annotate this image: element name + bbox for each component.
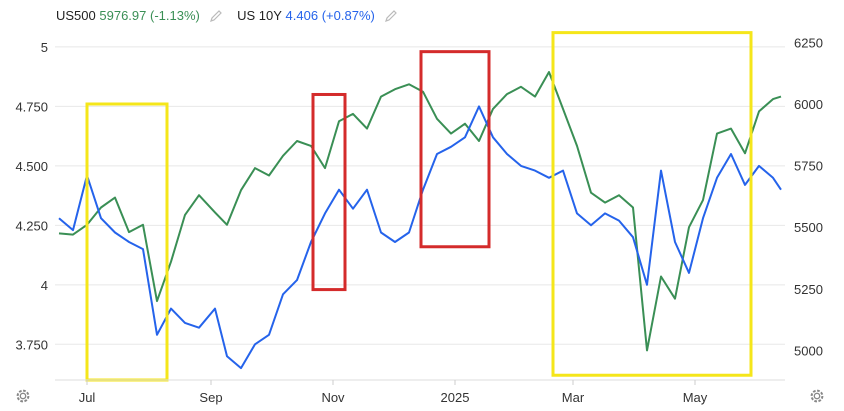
pencil-icon[interactable]: [209, 9, 223, 23]
y-right-tick-label: 5500: [794, 220, 823, 235]
x-tick-label: Jul: [79, 390, 96, 405]
x-tick-label: Mar: [562, 390, 585, 405]
y-right-tick-label: 5750: [794, 159, 823, 174]
chart-legend: US500 5976.97 (-1.13%) US 10Y 4.406 (+0.…: [56, 7, 408, 23]
y-left-tick-label: 4: [41, 278, 48, 293]
gear-icon[interactable]: [14, 387, 32, 405]
series-line-us500: [58, 71, 782, 352]
legend-change-us500: (-1.13%): [150, 8, 200, 24]
x-axis-ticks: Jul Sep Nov 2025 Mar May: [55, 379, 785, 405]
highlight-box-yellow: [85, 102, 169, 382]
y-left-tick-label: 5: [41, 40, 48, 55]
left-axis-ticks: 5 4.750 4.500 4.250 4 3.750: [15, 40, 48, 352]
legend-value-us500: 5976.97: [99, 8, 147, 24]
y-left-tick-label: 3.750: [15, 337, 48, 352]
y-left-tick-label: 4.750: [15, 99, 48, 114]
series-line-us-10y: [58, 105, 782, 370]
series-lines: [58, 71, 782, 370]
x-tick-label: 2025: [441, 390, 470, 405]
highlight-box-red: [311, 92, 347, 292]
y-right-tick-label: 6250: [794, 35, 823, 50]
highlight-boxes: [85, 31, 753, 382]
x-tick-label: Nov: [321, 390, 345, 405]
y-right-tick-label: 6000: [794, 97, 823, 112]
x-tick-label: May: [683, 390, 708, 405]
pencil-icon[interactable]: [384, 9, 398, 23]
legend-symbol-us10y: US 10Y: [237, 8, 282, 24]
y-left-tick-label: 4.250: [15, 218, 48, 233]
highlight-box-yellow: [551, 31, 753, 377]
x-tick-label: Sep: [199, 390, 222, 405]
y-right-tick-label: 5000: [794, 343, 823, 358]
highlight-box-red: [419, 50, 491, 249]
y-right-tick-label: 5250: [794, 282, 823, 297]
right-axis-ticks: 6250 6000 5750 5500 5250 5000: [794, 35, 823, 358]
gear-icon[interactable]: [808, 387, 826, 405]
legend-change-us10y: (+0.87%): [321, 8, 375, 24]
legend-value-us10y: 4.406: [285, 8, 319, 24]
legend-symbol-us500: US500: [56, 8, 96, 24]
y-left-tick-label: 4.500: [15, 159, 48, 174]
